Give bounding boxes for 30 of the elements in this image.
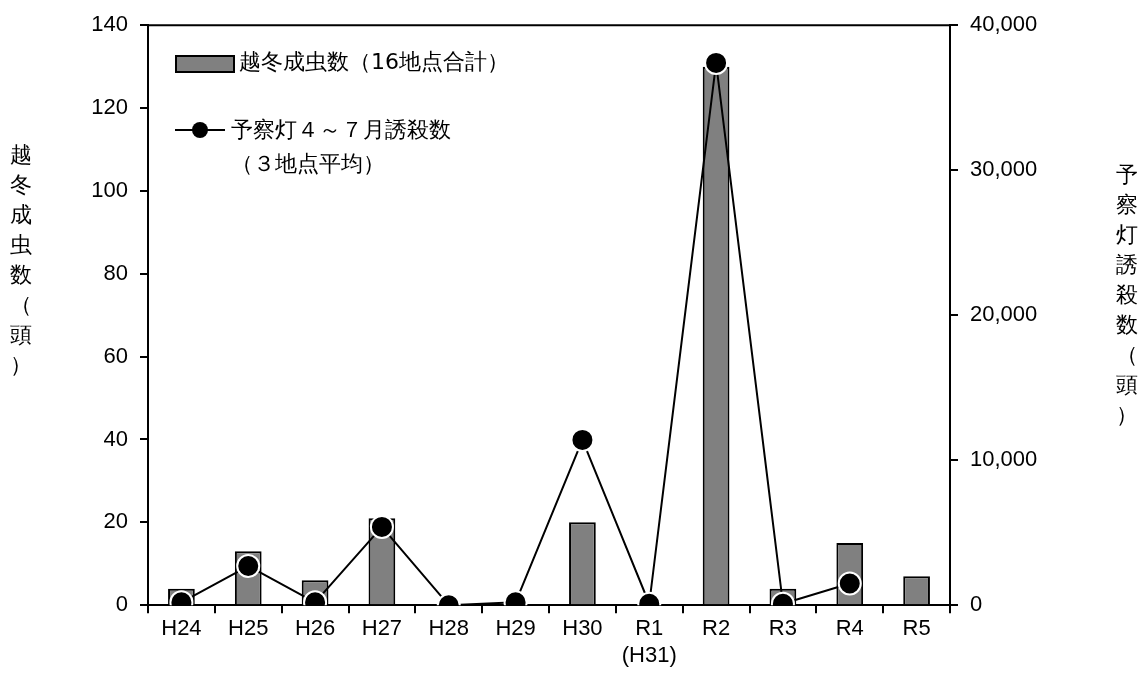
x-tick-label: R4 [835, 615, 864, 641]
x-tick-label: R1 (H31) [621, 615, 677, 667]
y2-tick-label: 0 [970, 591, 983, 617]
y-tick-label: 0 [115, 591, 128, 617]
y-axis-title: 越冬成虫数（頭） [9, 141, 33, 379]
x-tick-label: H30 [562, 615, 603, 641]
y-tick-label: 40 [103, 425, 128, 451]
y-tick-label: 120 [91, 94, 128, 120]
legend-label: 越冬成虫数（16地点合計） [239, 48, 509, 76]
point [704, 50, 729, 75]
text: 予察灯誘殺数（頭） [1116, 162, 1138, 427]
x-tick-label: H29 [495, 615, 536, 641]
x-tick-label: H27 [361, 615, 403, 641]
y2-tick-label: 10,000 [970, 446, 1038, 472]
y-tick-label: 100 [91, 176, 128, 202]
y-tick-label: 60 [103, 342, 128, 368]
x-tick-label: H26 [294, 615, 336, 641]
y2-tick-label: 20,000 [970, 301, 1038, 327]
x-tick-label: H25 [228, 615, 269, 641]
x-tick-label: R3 [768, 615, 797, 641]
y2-tick-label: 40,000 [970, 11, 1038, 37]
x-tick-label: R5 [902, 615, 931, 641]
y-tick-label: 80 [103, 259, 128, 285]
y-tick-label: 140 [91, 11, 128, 37]
x-tick-label: H28 [428, 615, 469, 641]
x-tick-label: H24 [161, 615, 202, 641]
legend-label: 予察灯４～７月誘殺数（３地点平均） [231, 116, 452, 178]
x-tick-label: R2 [702, 615, 731, 641]
y-tick-label: 20 [103, 508, 128, 534]
y2-tick-label: 30,000 [970, 156, 1038, 182]
